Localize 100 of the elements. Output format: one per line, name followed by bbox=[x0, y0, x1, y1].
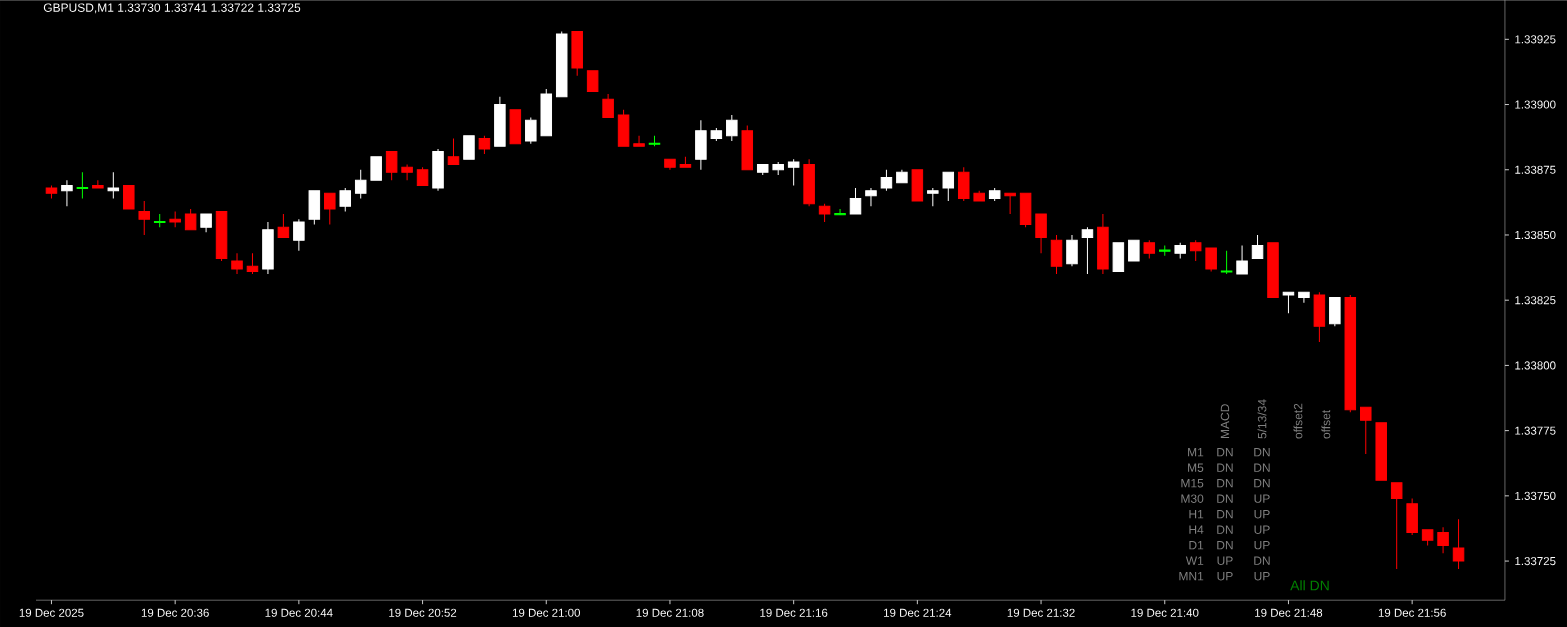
x-tick-label: 19 Dec 20:36 bbox=[141, 608, 209, 617]
annotation: MN1 bbox=[1179, 571, 1204, 581]
annotation: M15 bbox=[1181, 478, 1204, 488]
candlestick bbox=[741, 124, 754, 171]
candlestick bbox=[293, 218, 305, 252]
candlestick bbox=[370, 156, 382, 181]
candlestick bbox=[988, 187, 1001, 202]
annotation: H1 bbox=[1189, 510, 1204, 519]
candlestick bbox=[1437, 526, 1449, 554]
x-tick-label: 19 Dec 21:48 bbox=[1255, 608, 1323, 617]
candlestick bbox=[911, 169, 924, 202]
candlestick bbox=[571, 30, 583, 77]
annotation: W1 bbox=[1185, 556, 1204, 565]
x-tick-label: 19 Dec 21:32 bbox=[1007, 608, 1075, 617]
candlestick bbox=[447, 137, 460, 165]
candlestick bbox=[756, 163, 769, 176]
candlestick bbox=[277, 213, 290, 238]
candlestick bbox=[1081, 226, 1094, 275]
annotation: UP bbox=[1217, 571, 1233, 581]
annotation: DN bbox=[1254, 463, 1270, 472]
annotation: 5/13/34 bbox=[1257, 399, 1267, 439]
candlestick bbox=[324, 192, 336, 225]
candlestick bbox=[1452, 518, 1465, 570]
candlestick bbox=[76, 171, 89, 199]
annotation: DN bbox=[1217, 478, 1233, 488]
candlestick bbox=[896, 169, 908, 184]
y-tick-label: 1.33800 bbox=[1515, 361, 1556, 370]
annotation: DN bbox=[1217, 447, 1233, 457]
candlestick bbox=[525, 116, 537, 145]
candlestick bbox=[1329, 297, 1341, 327]
candlestick bbox=[1159, 244, 1171, 257]
candlestick bbox=[1282, 291, 1295, 314]
x-tick-label: 19 Dec 20:52 bbox=[389, 608, 457, 617]
candlestick bbox=[726, 114, 738, 142]
candlestick bbox=[1189, 239, 1202, 262]
chart-title: GBPUSD,M1 1.33730 1.33741 1.33722 1.33725 bbox=[43, 3, 301, 14]
candlestick bbox=[540, 88, 553, 137]
annotation: DN bbox=[1254, 556, 1270, 565]
annotation: UP bbox=[1217, 556, 1233, 565]
y-tick-label: 1.33750 bbox=[1515, 491, 1556, 500]
candlestick bbox=[973, 190, 985, 202]
annotation: All DN bbox=[1290, 580, 1329, 591]
candlestick bbox=[262, 221, 274, 275]
candlestick bbox=[1112, 242, 1125, 272]
candlestick bbox=[1360, 406, 1372, 455]
annotation: M30 bbox=[1181, 494, 1204, 503]
candlestick bbox=[123, 184, 135, 210]
candlestick bbox=[1421, 529, 1434, 546]
candlestick bbox=[231, 252, 243, 275]
x-tick-label: 19 Dec 21:00 bbox=[512, 608, 581, 617]
candlestick bbox=[803, 158, 815, 207]
annotation: MACD bbox=[1220, 404, 1230, 438]
candlestick bbox=[45, 184, 58, 199]
y-tick-label: 1.33825 bbox=[1515, 296, 1556, 305]
annotation: M5 bbox=[1188, 463, 1204, 472]
x-tick-label: 19 Dec 21:24 bbox=[884, 608, 952, 617]
candlestick bbox=[1298, 291, 1310, 304]
candlestick bbox=[586, 70, 599, 92]
candlestick bbox=[1375, 422, 1387, 481]
candlestick bbox=[772, 161, 784, 176]
candlestick bbox=[695, 119, 707, 171]
annotation: H4 bbox=[1189, 525, 1204, 534]
candlestick bbox=[463, 135, 475, 160]
x-tick-label: 19 Dec 21:08 bbox=[636, 608, 704, 617]
candlestick bbox=[107, 171, 120, 199]
candlestick bbox=[679, 156, 692, 168]
candlestick bbox=[138, 200, 150, 236]
candlestick bbox=[602, 93, 614, 118]
candlestick bbox=[1035, 213, 1047, 254]
x-tick-label: 19 Dec 21:16 bbox=[760, 608, 828, 617]
candlestick bbox=[710, 127, 723, 142]
x-tick-label: 19 Dec 21:56 bbox=[1378, 608, 1446, 617]
annotation: UP bbox=[1254, 494, 1270, 503]
candlestick bbox=[494, 96, 506, 147]
candlestick bbox=[1004, 192, 1016, 215]
candlestick bbox=[1344, 294, 1357, 413]
y-tick-label: 1.33850 bbox=[1515, 230, 1556, 239]
candlestick bbox=[617, 109, 630, 147]
candlestick bbox=[633, 135, 645, 147]
candlestick bbox=[849, 187, 862, 215]
candlestick bbox=[555, 30, 568, 98]
annotation: UP bbox=[1254, 540, 1270, 550]
annotation: UP bbox=[1254, 509, 1270, 519]
candlestick bbox=[92, 179, 104, 189]
candlestick bbox=[1066, 234, 1078, 267]
candlestick bbox=[834, 208, 846, 216]
candlestick bbox=[1236, 244, 1248, 275]
candlestick bbox=[215, 210, 228, 262]
candlestick bbox=[1174, 242, 1186, 259]
candlestick bbox=[1050, 234, 1063, 275]
candlestick bbox=[354, 169, 367, 199]
candlestick bbox=[61, 179, 73, 207]
candlestick bbox=[478, 135, 491, 155]
annotation: UP bbox=[1254, 571, 1270, 581]
y-tick-label: 1.33925 bbox=[1515, 35, 1556, 44]
candlestick bbox=[664, 158, 676, 171]
candlestick bbox=[1097, 213, 1109, 275]
candlestick bbox=[1220, 250, 1233, 275]
candlestick bbox=[818, 203, 831, 223]
candlestick bbox=[957, 166, 970, 202]
